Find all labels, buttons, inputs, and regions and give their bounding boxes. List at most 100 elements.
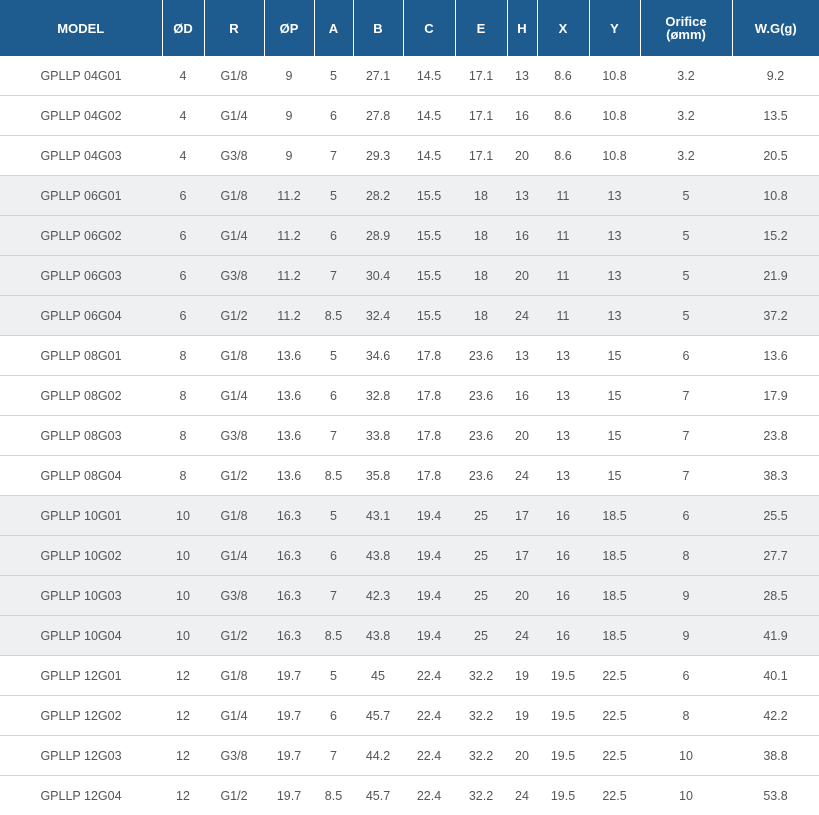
cell-y: 13 [589,256,640,296]
cell-c: 19.4 [403,576,455,616]
cell-orifice: 6 [640,656,732,696]
cell-orifice: 9 [640,576,732,616]
cell-a: 6 [314,376,353,416]
cell-orifice: 7 [640,416,732,456]
cell-e: 18 [455,256,507,296]
cell-r: G3/8 [204,736,264,776]
cell-x: 13 [537,376,589,416]
cell-b: 43.8 [353,616,403,656]
cell-r: G1/8 [204,336,264,376]
cell-b: 29.3 [353,136,403,176]
cell-h: 13 [507,336,537,376]
cell-r: G1/2 [204,776,264,815]
cell-op: 19.7 [264,736,314,776]
cell-x: 11 [537,216,589,256]
cell-c: 17.8 [403,456,455,496]
column-header-a: A [314,0,353,56]
cell-op: 13.6 [264,336,314,376]
cell-x: 16 [537,616,589,656]
cell-y: 10.8 [589,136,640,176]
cell-b: 43.1 [353,496,403,536]
cell-r: G3/8 [204,576,264,616]
cell-op: 16.3 [264,536,314,576]
cell-h: 24 [507,296,537,336]
cell-a: 5 [314,496,353,536]
cell-od: 12 [162,776,204,815]
cell-e: 23.6 [455,456,507,496]
cell-weight: 10.8 [732,176,819,216]
cell-x: 16 [537,496,589,536]
cell-h: 20 [507,576,537,616]
cell-c: 22.4 [403,696,455,736]
cell-op: 19.7 [264,656,314,696]
cell-x: 19.5 [537,736,589,776]
cell-a: 5 [314,656,353,696]
cell-weight: 13.5 [732,96,819,136]
cell-weight: 38.3 [732,456,819,496]
cell-orifice: 8 [640,536,732,576]
cell-op: 13.6 [264,376,314,416]
cell-a: 7 [314,416,353,456]
cell-od: 6 [162,176,204,216]
cell-model: GPLLP 04G03 [0,136,162,176]
cell-weight: 40.1 [732,656,819,696]
cell-orifice: 6 [640,496,732,536]
cell-e: 32.2 [455,776,507,815]
cell-b: 30.4 [353,256,403,296]
column-header-e: E [455,0,507,56]
cell-y: 15 [589,416,640,456]
cell-b: 45.7 [353,696,403,736]
cell-x: 19.5 [537,656,589,696]
cell-y: 13 [589,216,640,256]
cell-e: 23.6 [455,376,507,416]
cell-od: 8 [162,336,204,376]
cell-od: 6 [162,216,204,256]
cell-x: 19.5 [537,776,589,815]
cell-op: 9 [264,96,314,136]
cell-model: GPLLP 06G03 [0,256,162,296]
cell-b: 33.8 [353,416,403,456]
cell-a: 7 [314,736,353,776]
cell-c: 22.4 [403,776,455,815]
column-header-weight: W.G(g) [732,0,819,56]
cell-od: 12 [162,736,204,776]
cell-h: 20 [507,416,537,456]
cell-e: 17.1 [455,96,507,136]
cell-x: 13 [537,416,589,456]
cell-x: 16 [537,576,589,616]
cell-a: 7 [314,576,353,616]
cell-od: 10 [162,616,204,656]
cell-op: 11.2 [264,296,314,336]
cell-e: 18 [455,296,507,336]
cell-od: 4 [162,56,204,96]
cell-op: 16.3 [264,496,314,536]
cell-h: 19 [507,696,537,736]
cell-c: 19.4 [403,536,455,576]
column-header-orifice: Orifice(ømm) [640,0,732,56]
cell-c: 17.8 [403,336,455,376]
cell-op: 19.7 [264,696,314,736]
cell-r: G1/8 [204,56,264,96]
column-header-model: MODEL [0,0,162,56]
cell-od: 12 [162,656,204,696]
cell-x: 11 [537,296,589,336]
cell-e: 25 [455,496,507,536]
cell-r: G1/2 [204,296,264,336]
cell-op: 11.2 [264,216,314,256]
cell-orifice: 10 [640,736,732,776]
cell-b: 34.6 [353,336,403,376]
cell-h: 17 [507,496,537,536]
cell-weight: 37.2 [732,296,819,336]
cell-e: 32.2 [455,696,507,736]
cell-od: 8 [162,416,204,456]
